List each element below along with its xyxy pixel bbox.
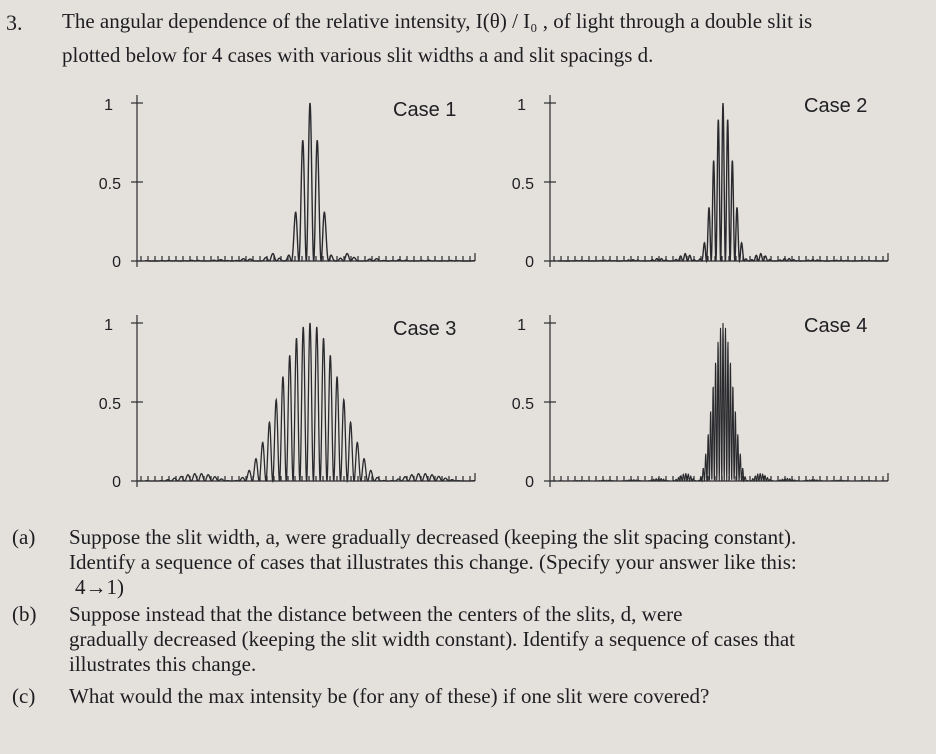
ytick-label-0: 0: [525, 254, 534, 271]
ytick-label-1: 1: [517, 317, 526, 334]
part-text: Suppose instead that the distance betwee…: [69, 602, 909, 677]
plot-case-3: 1 0.5 0 Case 3: [99, 315, 476, 491]
case-label: Case 4: [804, 315, 867, 337]
ytick-label-1: 1: [104, 317, 113, 334]
case-label: Case 2: [804, 95, 867, 117]
intensity-curve-case-1: [144, 102, 476, 262]
ytick-label-0: 0: [525, 474, 534, 491]
part-label: (c): [12, 684, 36, 708]
part-text: Suppose the slit width, a, were graduall…: [69, 525, 909, 600]
part-line: Suppose the slit width, a, were graduall…: [69, 525, 797, 549]
part-line: Suppose instead that the distance betwee…: [69, 602, 683, 626]
part-text: What would the max intensity be (for any…: [69, 684, 909, 709]
question-number: 3.: [6, 10, 23, 35]
intensity-curve-case-4: [557, 322, 889, 483]
part-line: Identify a sequence of cases that illust…: [69, 550, 797, 574]
ytick-label-0-5: 0.5: [512, 396, 534, 413]
part-line: illustrates this change.: [69, 652, 257, 676]
axis-y: [131, 315, 143, 487]
plot-case-2: 1 0.5 0 Case 2: [512, 95, 889, 271]
ytick-label-0-5: 0.5: [99, 176, 121, 193]
part-label: (b): [12, 602, 37, 626]
part-label: (a): [12, 525, 36, 549]
intro-line-2: plotted below for 4 cases with various s…: [62, 43, 654, 67]
case-label: Case 1: [393, 99, 456, 121]
ytick-label-1: 1: [517, 97, 526, 114]
intensity-curve-case-3: [144, 322, 476, 484]
intensity-curve-case-2: [557, 102, 889, 264]
plot-case-1: 1 0.5 0 Case 1: [99, 95, 476, 271]
axis-y: [131, 95, 143, 267]
part-line: gradually decreased (keeping the slit wi…: [69, 627, 795, 651]
intro-line-1: The angular dependence of the relative i…: [62, 9, 813, 33]
part-line: 4→1): [75, 575, 124, 599]
ytick-label-0: 0: [112, 254, 121, 271]
question-intro: The angular dependence of the relative i…: [62, 4, 922, 72]
axis-y: [544, 95, 556, 267]
plot-case-4: 1 0.5 0 Case 4: [512, 315, 889, 491]
axis-y: [544, 315, 556, 487]
ytick-label-0-5: 0.5: [512, 176, 534, 193]
ytick-label-1: 1: [104, 97, 113, 114]
ytick-label-0: 0: [112, 474, 121, 491]
part-line: What would the max intensity be (for any…: [69, 684, 710, 708]
case-label: Case 3: [393, 318, 456, 340]
ytick-label-0-5: 0.5: [99, 396, 121, 413]
